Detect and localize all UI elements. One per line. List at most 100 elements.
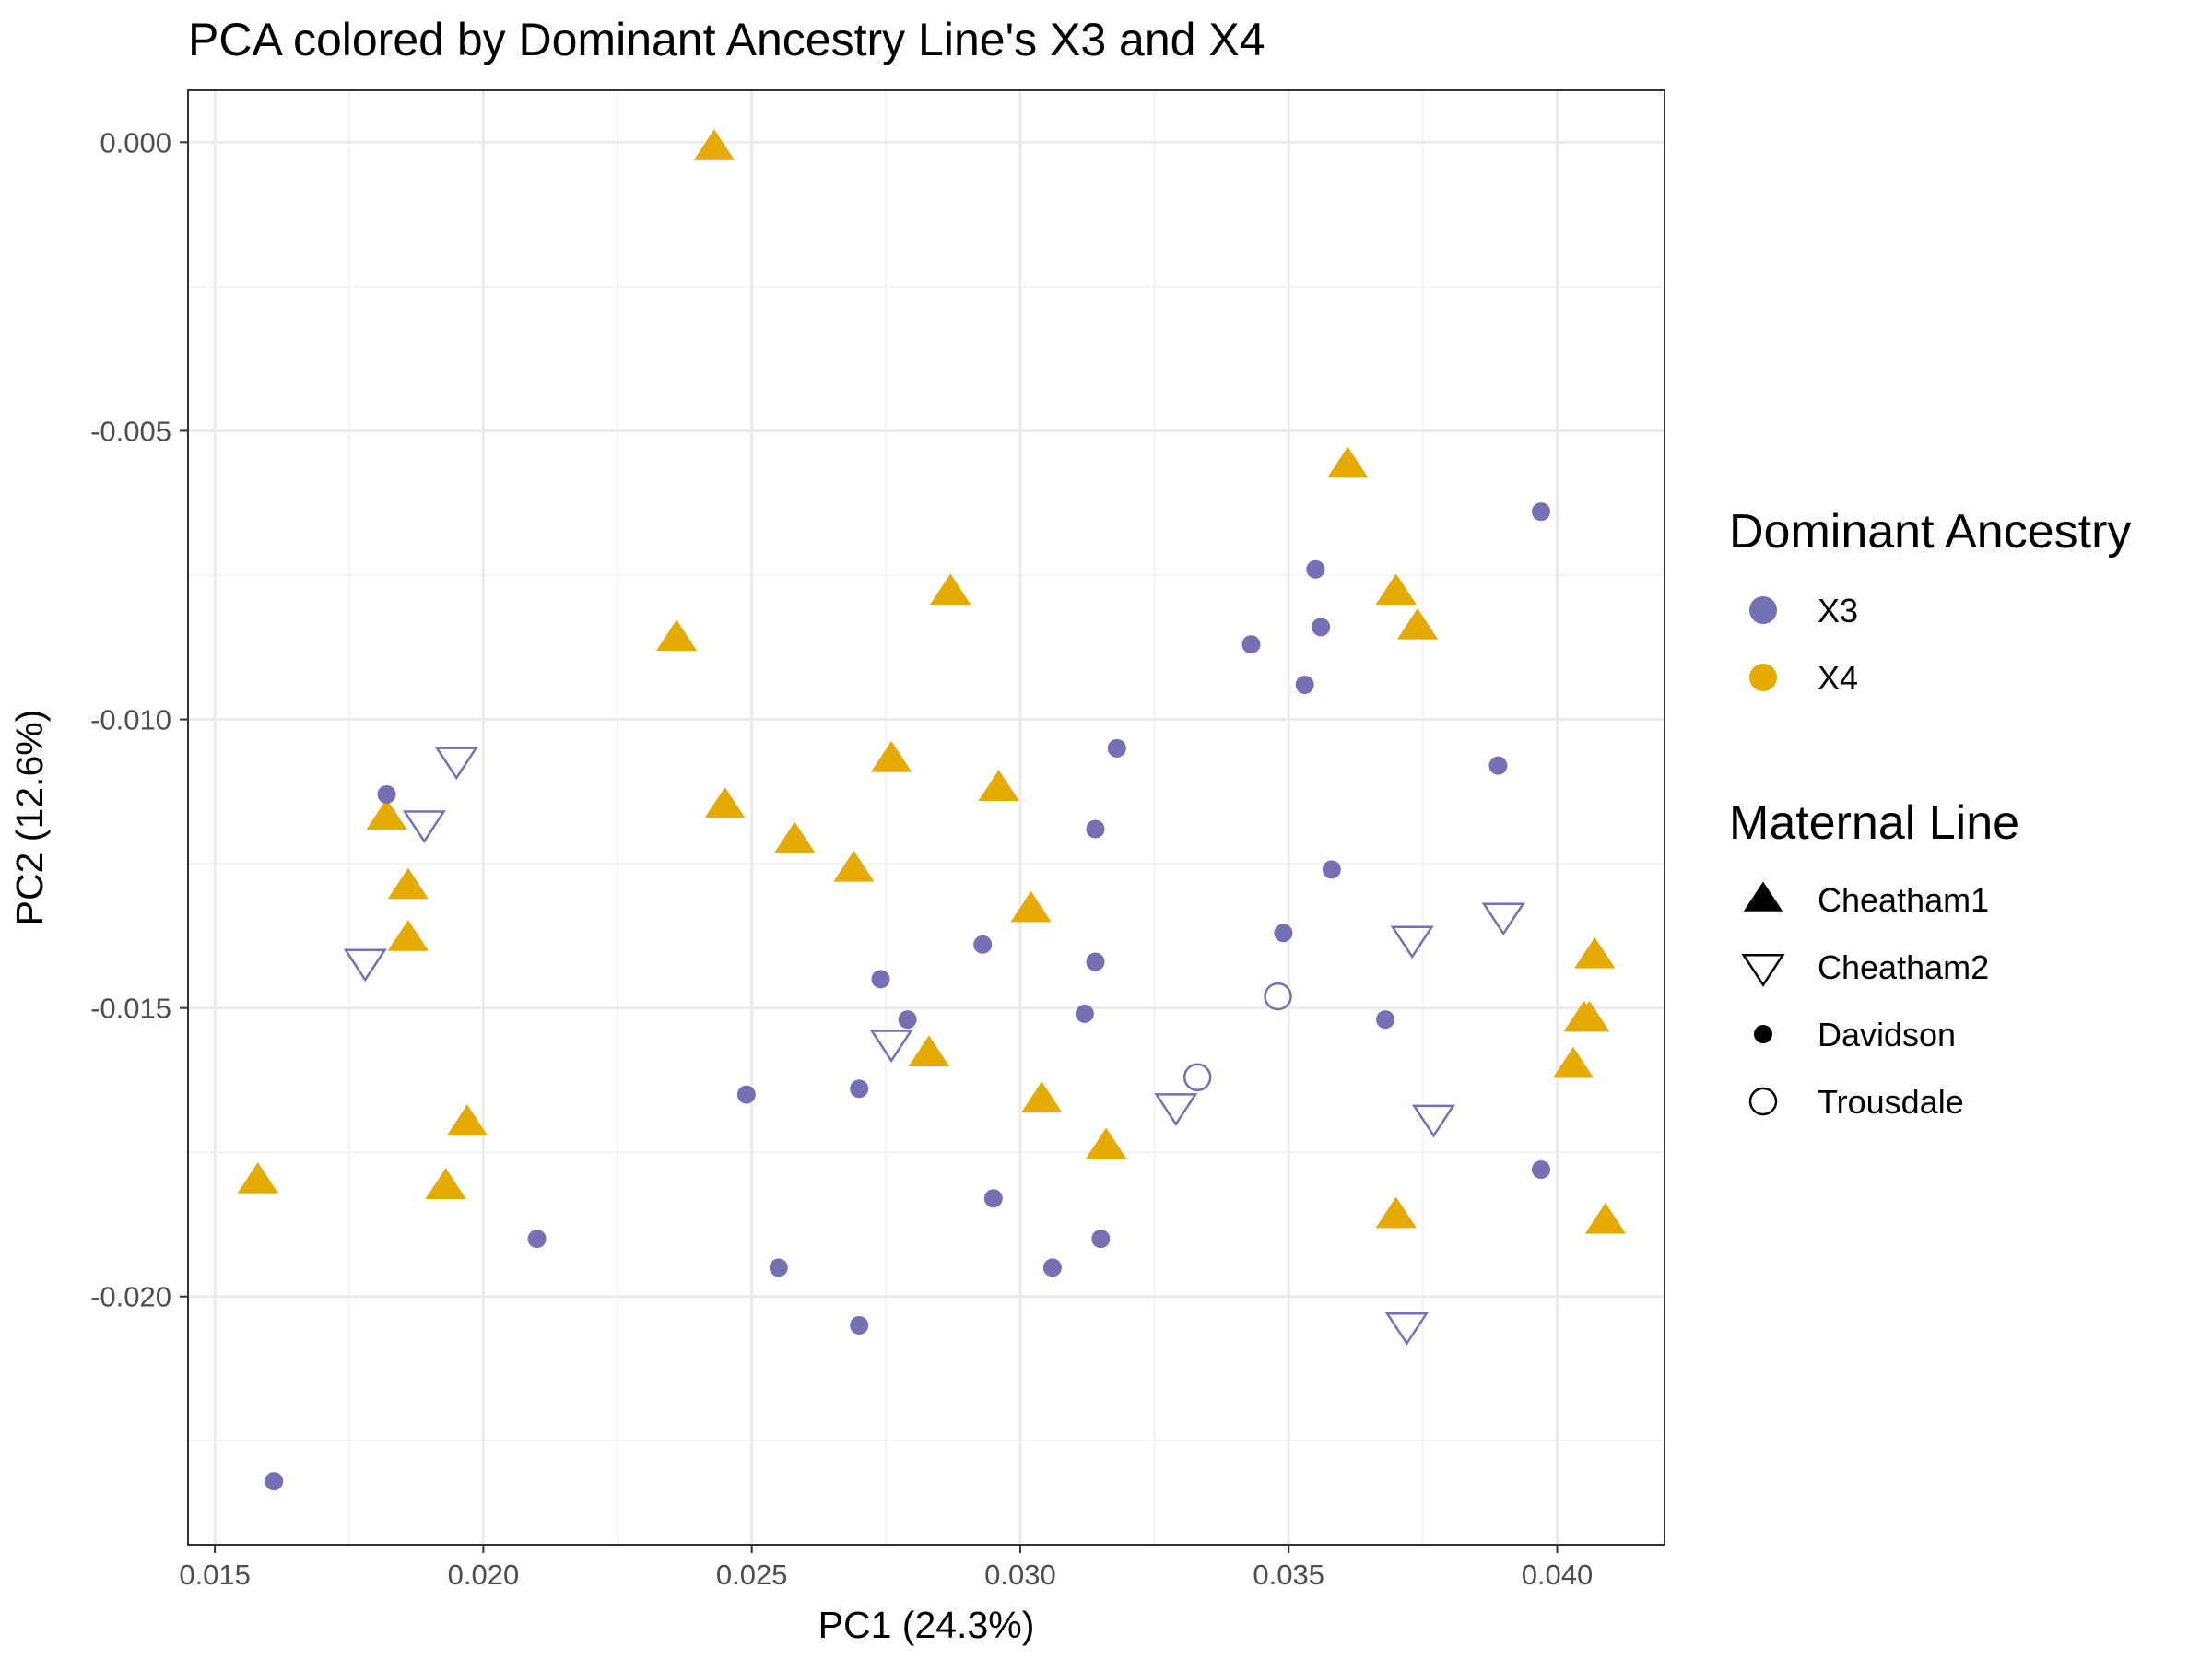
y-axis: 0.000 -0.005 -0.010 -0.015 -0.020 [90, 126, 188, 1313]
chart-title: PCA colored by Dominant Ancestry Line's … [188, 14, 1265, 65]
gridlines [188, 90, 1665, 1545]
point-x4-cheatham1 [1584, 1202, 1627, 1234]
point-x4-cheatham1 [655, 619, 698, 652]
point-x3-davidson [1295, 675, 1314, 694]
point-x3-davidson [377, 784, 396, 804]
point-x4-cheatham1 [870, 740, 912, 772]
point-x3-davidson [1042, 1258, 1062, 1277]
plot-panel-background [188, 90, 1665, 1545]
point-x3-davidson [1086, 819, 1105, 839]
point-x3-davidson [1322, 860, 1341, 879]
point-x4-cheatham1 [1375, 573, 1417, 606]
point-x3-davidson [850, 1316, 869, 1335]
legend-dominant-ancestry-title: Dominant Ancestry [1729, 505, 2131, 559]
point-x4-cheatham1 [1021, 1081, 1063, 1113]
legend-maternal-line-title: Maternal Line [1729, 796, 2019, 850]
point-x3-davidson [1075, 1004, 1094, 1023]
legend-key-x4 [1749, 664, 1777, 691]
point-x3-davidson [1274, 924, 1293, 943]
point-x4-cheatham1 [366, 798, 407, 830]
x-axis-title: PC1 (24.3%) [818, 1604, 1035, 1646]
point-x4-cheatham1 [908, 1035, 950, 1066]
legend-label-cheatham2: Cheatham2 [1818, 948, 1989, 986]
point-x3-cheatham2 [1384, 1312, 1429, 1346]
point-x3-davidson [736, 1085, 756, 1104]
point-x4-cheatham1 [1327, 446, 1369, 478]
point-x4-cheatham1 [693, 129, 735, 160]
point-x4-cheatham1 [1375, 1196, 1417, 1229]
point-x3-davidson [1107, 738, 1126, 758]
point-x4-cheatham1 [774, 821, 816, 853]
point-x4-cheatham1 [237, 1162, 278, 1194]
point-x4-cheatham1 [833, 850, 875, 882]
point-x3-davidson [1532, 1159, 1551, 1179]
y-tick-label: 0.000 [100, 126, 171, 159]
point-x4-cheatham1 [1569, 1000, 1610, 1032]
plot-panel-border [187, 89, 1665, 1546]
point-x3-davidson [1091, 1230, 1111, 1249]
point-x4-cheatham1 [1085, 1127, 1127, 1159]
point-x3-cheatham2 [869, 1030, 913, 1064]
y-tick-label: -0.020 [90, 1281, 171, 1313]
point-x3-davidson [1312, 618, 1331, 637]
legend-dominant-ancestry: Dominant Ancestry X3 X4 [1729, 505, 2131, 697]
point-x4-cheatham1 [1396, 607, 1439, 640]
point-x3-cheatham2 [1411, 1104, 1456, 1138]
point-x4-cheatham1 [387, 867, 429, 900]
legend-key-cheatham2 [1741, 954, 1785, 987]
point-x4-cheatham1 [1552, 1046, 1594, 1078]
legend-key-cheatham1 [1743, 881, 1783, 912]
point-x3-davidson [898, 1010, 917, 1030]
legend-label-davidson: Davidson [1818, 1016, 1956, 1053]
x-tick-label: 0.040 [1522, 1559, 1594, 1591]
x-tick-label: 0.035 [1253, 1559, 1324, 1591]
y-axis-title: PC2 (12.6%) [8, 710, 51, 926]
x-tick-label: 0.025 [716, 1559, 788, 1591]
x-axis: 0.015 0.020 0.025 0.030 0.035 0.040 [179, 1545, 1593, 1591]
point-x3-davidson [527, 1230, 547, 1249]
x-tick-label: 0.015 [179, 1559, 251, 1591]
plot-panel [187, 89, 1665, 1546]
legend-label-x4: X4 [1818, 659, 1858, 697]
point-x4-cheatham1 [704, 787, 746, 818]
point-x3-trousdale [1182, 1063, 1212, 1092]
point-x3-trousdale [1264, 982, 1292, 1011]
point-x4-cheatham1 [446, 1104, 488, 1136]
point-x3-davidson [1488, 756, 1508, 775]
legend-key-trousdale [1748, 1087, 1778, 1116]
point-x3-cheatham2 [1481, 902, 1525, 936]
x-tick-label: 0.020 [448, 1559, 520, 1591]
point-x3-davidson [973, 935, 993, 954]
point-x3-davidson [1241, 635, 1261, 654]
x-tick-label: 0.030 [984, 1559, 1056, 1591]
point-x3-davidson [1086, 952, 1105, 971]
legend-label-trousdale: Trousdale [1818, 1083, 1964, 1121]
point-x3-davidson [871, 970, 890, 989]
legend-label-cheatham1: Cheatham1 [1818, 881, 1989, 919]
legend-maternal-line: Maternal Line Cheatham1 Cheatham2 Davidson… [1729, 796, 2019, 1121]
point-x4-cheatham1 [387, 920, 429, 951]
point-x4-cheatham1 [1574, 936, 1616, 969]
y-tick-label: -0.010 [90, 704, 171, 736]
point-x3-davidson [1532, 502, 1551, 522]
point-x3-davidson [265, 1472, 284, 1491]
point-x4-cheatham1 [1010, 890, 1052, 923]
point-x3-davidson [1306, 559, 1325, 579]
legend-label-x3: X3 [1818, 592, 1858, 629]
point-x3-cheatham2 [402, 810, 446, 844]
point-x3-cheatham2 [1154, 1093, 1198, 1126]
point-x4-cheatham1 [425, 1168, 466, 1200]
y-tick-label: -0.005 [90, 415, 171, 447]
legend-key-x3 [1749, 596, 1777, 624]
point-x3-cheatham2 [434, 747, 478, 781]
point-x3-davidson [983, 1189, 1003, 1208]
y-tick-label: -0.015 [90, 993, 171, 1025]
point-x3-cheatham2 [1390, 925, 1434, 959]
legend-key-davidson [1754, 1025, 1772, 1043]
point-x3-cheatham2 [343, 948, 387, 982]
point-x3-davidson [850, 1079, 869, 1099]
point-x3-davidson [769, 1258, 788, 1277]
point-x4-cheatham1 [930, 573, 971, 606]
data-points [237, 129, 1627, 1491]
